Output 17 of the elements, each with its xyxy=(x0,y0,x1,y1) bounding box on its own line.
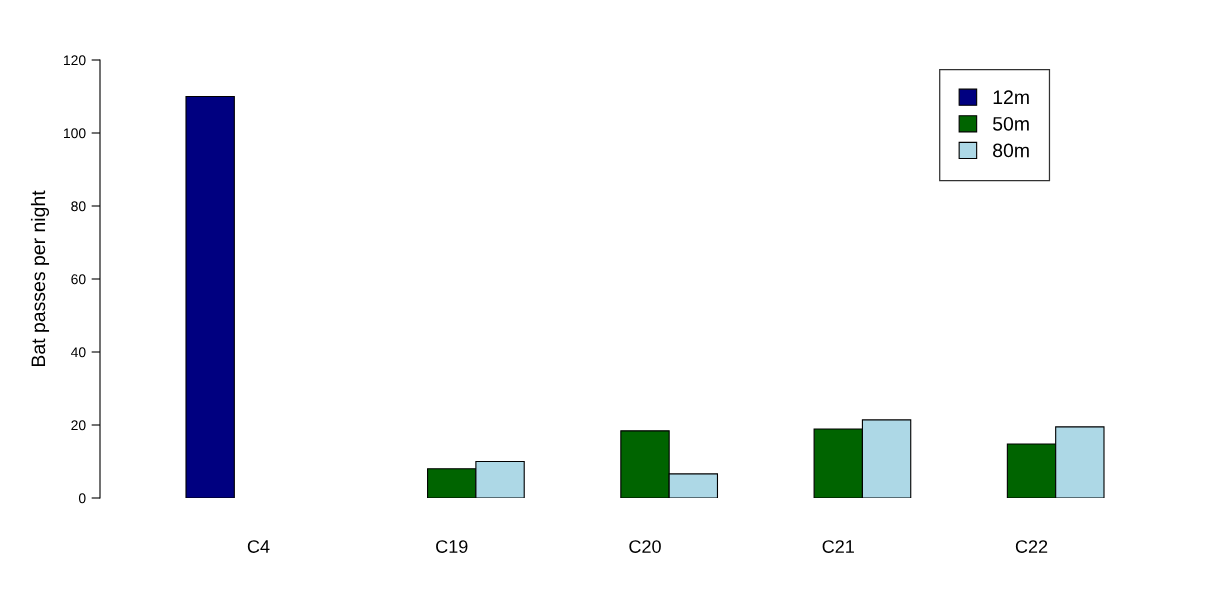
y-tick-label: 0 xyxy=(78,493,86,504)
y-tick-label: 100 xyxy=(64,128,86,139)
bar xyxy=(185,95,235,498)
y-tick-label: 40 xyxy=(70,347,86,358)
y-tick-label: 120 xyxy=(64,55,86,66)
y-axis-title: Bat passes per night xyxy=(30,190,50,367)
y-tick-label: 20 xyxy=(71,420,86,431)
x-tick-label: C4 xyxy=(247,540,270,553)
legend-label: 80m xyxy=(993,143,1029,158)
x-tick-label: C19 xyxy=(436,540,468,553)
y-tick-label: 80 xyxy=(71,201,86,212)
y-tick-label: 60 xyxy=(71,274,86,285)
x-tick-label: C20 xyxy=(629,540,661,553)
legend-label: 50m xyxy=(992,116,1029,131)
x-tick-label: C22 xyxy=(1015,540,1048,553)
legend-label: 12m xyxy=(993,90,1029,104)
x-tick-label: C21 xyxy=(822,540,854,553)
